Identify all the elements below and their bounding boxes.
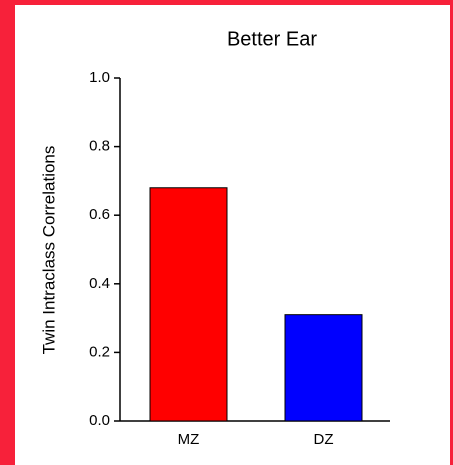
y-tick-label: 0.0: [89, 412, 110, 429]
canvas: [15, 5, 450, 465]
y-tick-label: 0.4: [89, 275, 110, 292]
bar: [284, 314, 363, 422]
y-tick-label: 0.2: [89, 343, 110, 360]
x-tick-label: MZ: [178, 431, 200, 448]
y-axis-label: Twin Intraclass Correlations: [39, 146, 58, 355]
y-tick-label: 0.6: [89, 206, 110, 223]
y-tick-label: 1.0: [89, 69, 110, 86]
y-tick-label: 0.8: [89, 138, 110, 155]
bar: [149, 187, 228, 422]
x-tick-label: DZ: [314, 431, 334, 448]
chart-title: Better Ear: [227, 28, 317, 50]
